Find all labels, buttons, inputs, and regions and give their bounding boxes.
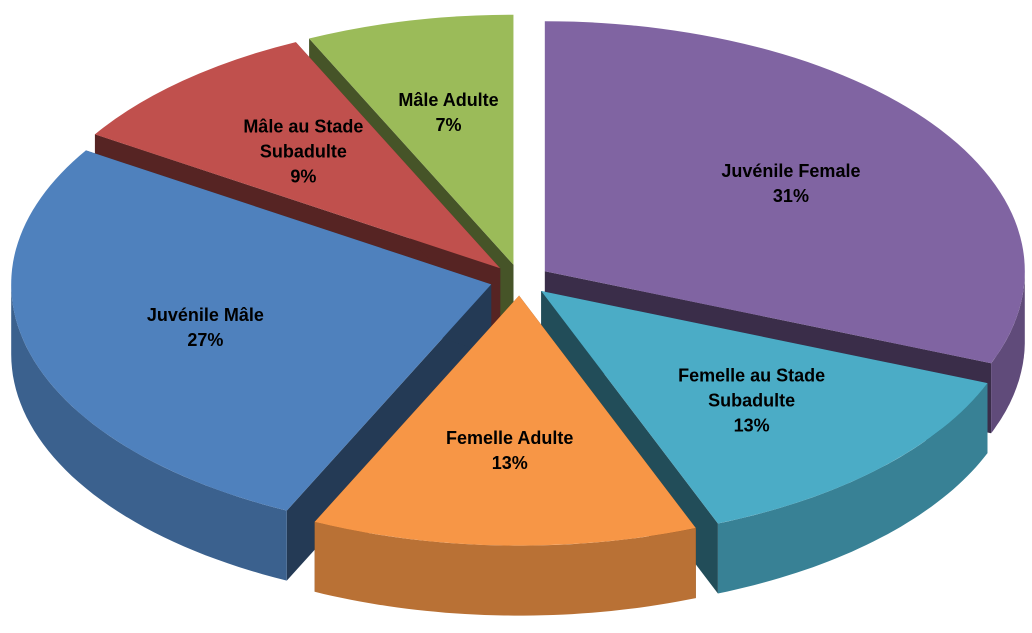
label-value: 31% [772,186,809,207]
data-label: Femelle Adulte 13% [422,426,597,476]
label-category: Mâle Adulte [398,90,499,111]
data-label: Femelle au Stade Subadulte 13% [664,363,839,438]
pie-slice [11,150,492,581]
data-label: Mâle au Stade Subadulte 9% [216,115,391,190]
data-label: Juvénile Mâle 27% [118,303,293,353]
slice-top [541,291,988,524]
label-category: Femelle au Stade Subadulte [678,365,826,411]
slice-top [314,295,696,546]
label-value: 9% [290,166,317,187]
pie-slice [314,295,696,616]
data-label: Mâle Adulte 7% [361,88,536,138]
label-value: 13% [733,415,770,436]
slice-top [309,14,514,265]
slice-wall [991,271,1025,434]
slice-top [94,42,501,269]
slice-wall [11,284,287,581]
label-value: 27% [187,329,224,350]
slice-top [544,21,1025,364]
label-category: Juvénile Mâle [146,304,264,325]
slice-top [11,150,492,511]
label-category: Femelle Adulte [446,427,574,448]
slice-wall [717,383,988,594]
label-category: Mâle au Stade Subadulte [243,116,364,162]
label-value: 13% [491,452,528,473]
label-category: Juvénile Female [721,161,861,182]
data-label: Juvénile Female 31% [703,159,878,209]
slice-wall [314,521,696,616]
label-value: 7% [435,115,462,136]
